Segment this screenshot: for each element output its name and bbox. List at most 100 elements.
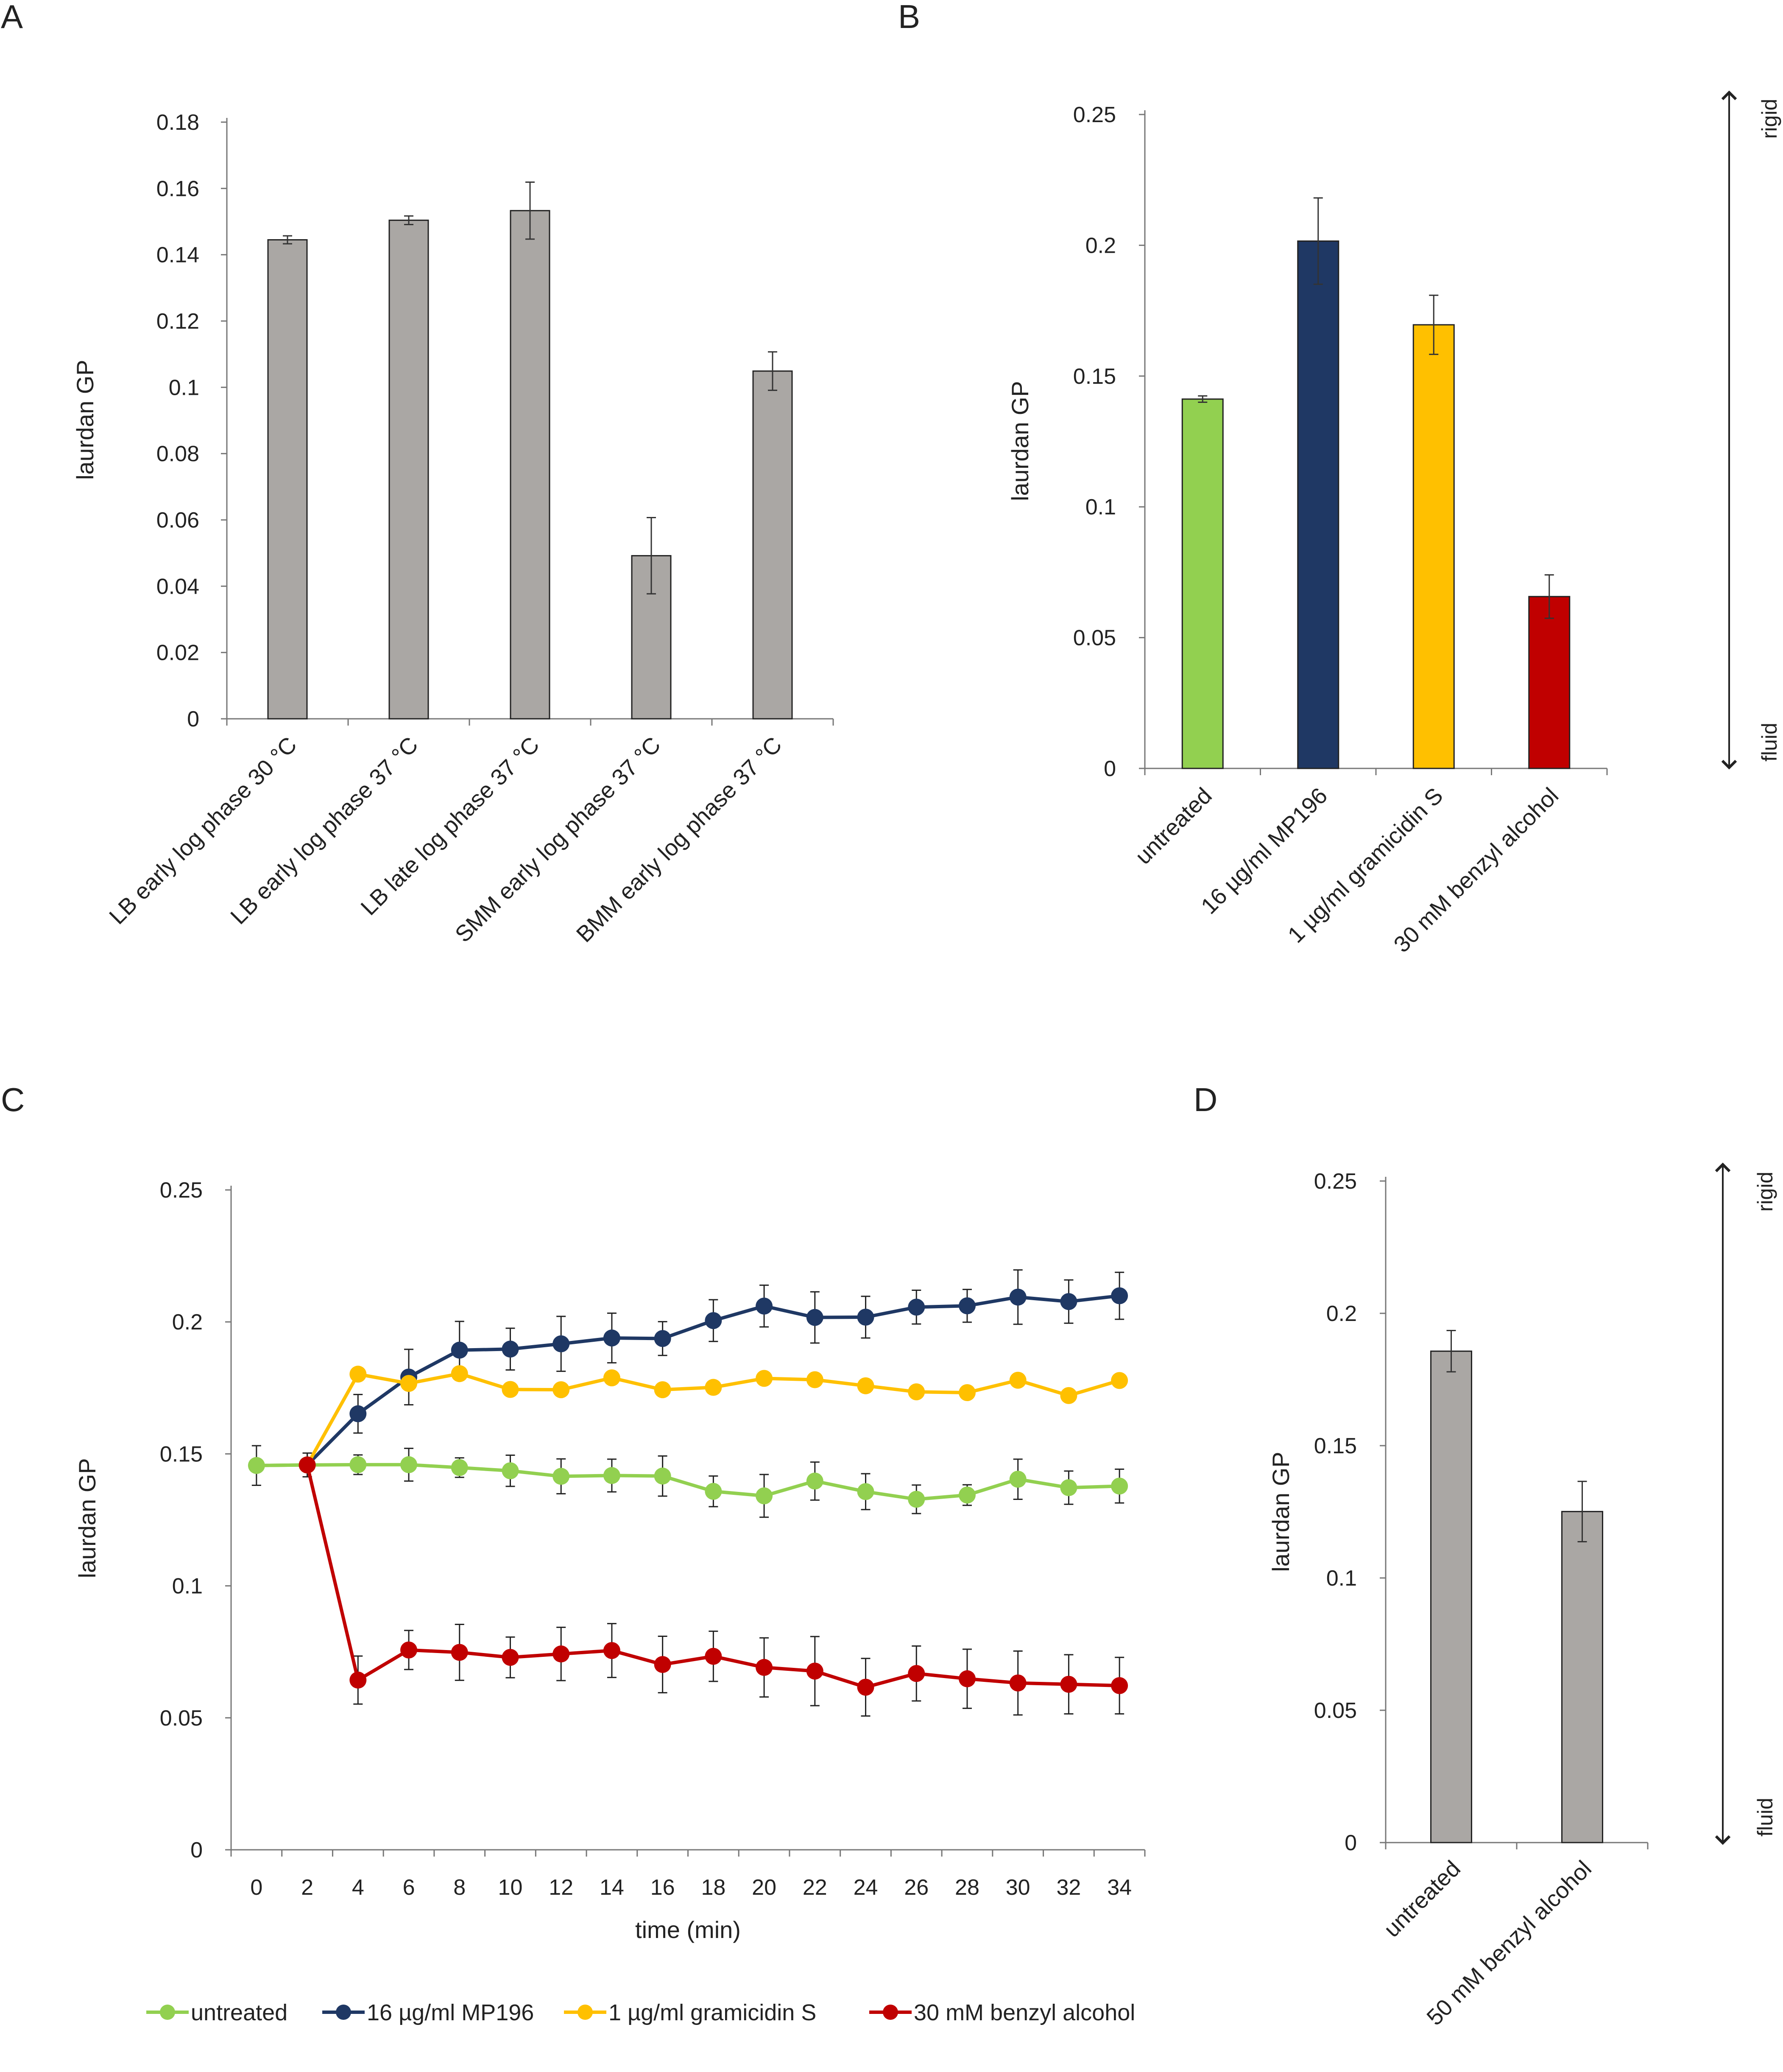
y-tick-label: 0.15 (160, 1442, 203, 1466)
data-point (958, 1486, 976, 1504)
y-tick-label: 0.1 (172, 1574, 203, 1599)
y-tick-label: 0.15 (1314, 1434, 1357, 1458)
data-point (1009, 1371, 1027, 1389)
data-point (299, 1456, 316, 1474)
legend-entry: untreated (191, 2000, 287, 2025)
legend-swatch-marker (160, 2005, 175, 2020)
x-tick-label: 0 (250, 1875, 262, 1900)
y-tick-label: 0.25 (160, 1178, 203, 1203)
data-point (1009, 1674, 1027, 1692)
x-tick-label: 30 (1006, 1875, 1030, 1900)
x-tick-label: 6 (403, 1875, 415, 1900)
bar (1181, 398, 1224, 769)
y-tick-label: 0.1 (1326, 1566, 1357, 1591)
data-point (908, 1298, 925, 1316)
y-tick-label: 0.12 (156, 309, 199, 334)
data-point (654, 1381, 671, 1399)
y-tick-label: 0.02 (156, 641, 199, 665)
y-tick-label: 0.1 (169, 375, 199, 400)
data-point (400, 1641, 418, 1659)
y-axis-title: laurdan GP (1267, 1452, 1294, 1572)
data-point (806, 1472, 823, 1490)
x-tick-label: 18 (701, 1875, 725, 1900)
data-point (248, 1457, 265, 1474)
data-point (806, 1309, 823, 1326)
data-point (857, 1483, 874, 1500)
data-point (349, 1405, 367, 1422)
category-label: untreated (1379, 1856, 1465, 1942)
data-point (1111, 1372, 1128, 1389)
bar (1430, 1350, 1472, 1843)
data-point (1111, 1287, 1128, 1304)
data-point (603, 1329, 620, 1347)
legend-entry: 30 mM benzyl alcohol (914, 2000, 1135, 2025)
data-point (349, 1456, 367, 1473)
data-point (349, 1366, 367, 1383)
data-point (451, 1341, 468, 1359)
y-tick-label: 0 (1104, 757, 1116, 781)
data-point (502, 1340, 519, 1358)
x-axis-title: time (min) (635, 1916, 741, 1943)
bar (1412, 324, 1455, 769)
data-point (857, 1308, 874, 1326)
data-point (654, 1656, 671, 1673)
data-point (552, 1645, 570, 1663)
x-tick-label: 22 (803, 1875, 827, 1900)
y-tick-label: 0.16 (156, 176, 199, 201)
data-point (1111, 1677, 1128, 1694)
legend-swatch-marker (336, 2005, 351, 2020)
data-point (908, 1665, 925, 1682)
panel-a-bar-chart: 0 0.02 0.04 0.06 0.08 0.1 0.12 0.14 0.16 0.18 laur… (72, 110, 834, 947)
data-point (552, 1381, 570, 1399)
data-point (1009, 1471, 1027, 1488)
panel-b-bar-chart: 0 0.05 0.1 0.15 0.2 0.25 laurdan GP untreated16… (1007, 90, 1781, 958)
panel-letter-c: C (1, 1081, 25, 1118)
x-tick-label: 12 (549, 1875, 573, 1900)
series-line (256, 1463, 1120, 1501)
fluid-label: fluid (1753, 1798, 1777, 1837)
data-point (552, 1335, 570, 1352)
panel-letter-b: B (898, 0, 920, 35)
x-tick-label: 32 (1056, 1875, 1081, 1900)
y-tick-label: 0 (190, 1838, 203, 1863)
bar (510, 210, 550, 720)
y-tick-label: 0.05 (160, 1706, 203, 1731)
data-point (552, 1468, 570, 1485)
category-label: SMM early log phase 37 °C (450, 732, 666, 947)
y-axis-title: laurdan GP (74, 1458, 100, 1578)
bar (388, 219, 429, 720)
data-point (958, 1297, 976, 1315)
data-point (1060, 1387, 1077, 1404)
y-tick-label: 0.2 (172, 1310, 203, 1335)
data-point (502, 1462, 519, 1480)
data-point (756, 1659, 773, 1676)
data-point (654, 1467, 671, 1485)
data-point (705, 1648, 722, 1665)
x-tick-label: 16 (650, 1875, 675, 1900)
category-label: 16 µg/ml MP196 (1196, 783, 1332, 919)
x-tick-label: 24 (854, 1875, 878, 1900)
x-tick-label: 20 (752, 1875, 776, 1900)
data-point (705, 1483, 722, 1500)
data-point (451, 1365, 468, 1382)
rigid-label: rigid (1753, 1172, 1777, 1212)
data-point (958, 1384, 976, 1402)
data-point (1060, 1675, 1077, 1693)
category-label: BMM early log phase 37 °C (572, 732, 787, 947)
data-point (806, 1662, 823, 1680)
x-tick-label: 14 (600, 1875, 624, 1900)
y-tick-label: 0 (187, 707, 199, 732)
data-point (400, 1375, 418, 1392)
legend-entry: 1 µg/ml gramicidin S (608, 2000, 816, 2025)
data-point (806, 1371, 823, 1388)
y-axis-title: laurdan GP (72, 360, 98, 480)
x-tick-label: 34 (1107, 1875, 1132, 1900)
y-tick-label: 0.18 (156, 110, 199, 135)
data-point (451, 1459, 468, 1476)
data-point (1009, 1288, 1027, 1306)
data-point (756, 1370, 773, 1387)
y-axis-title: laurdan GP (1007, 381, 1033, 501)
x-tick-label: 8 (453, 1875, 466, 1900)
